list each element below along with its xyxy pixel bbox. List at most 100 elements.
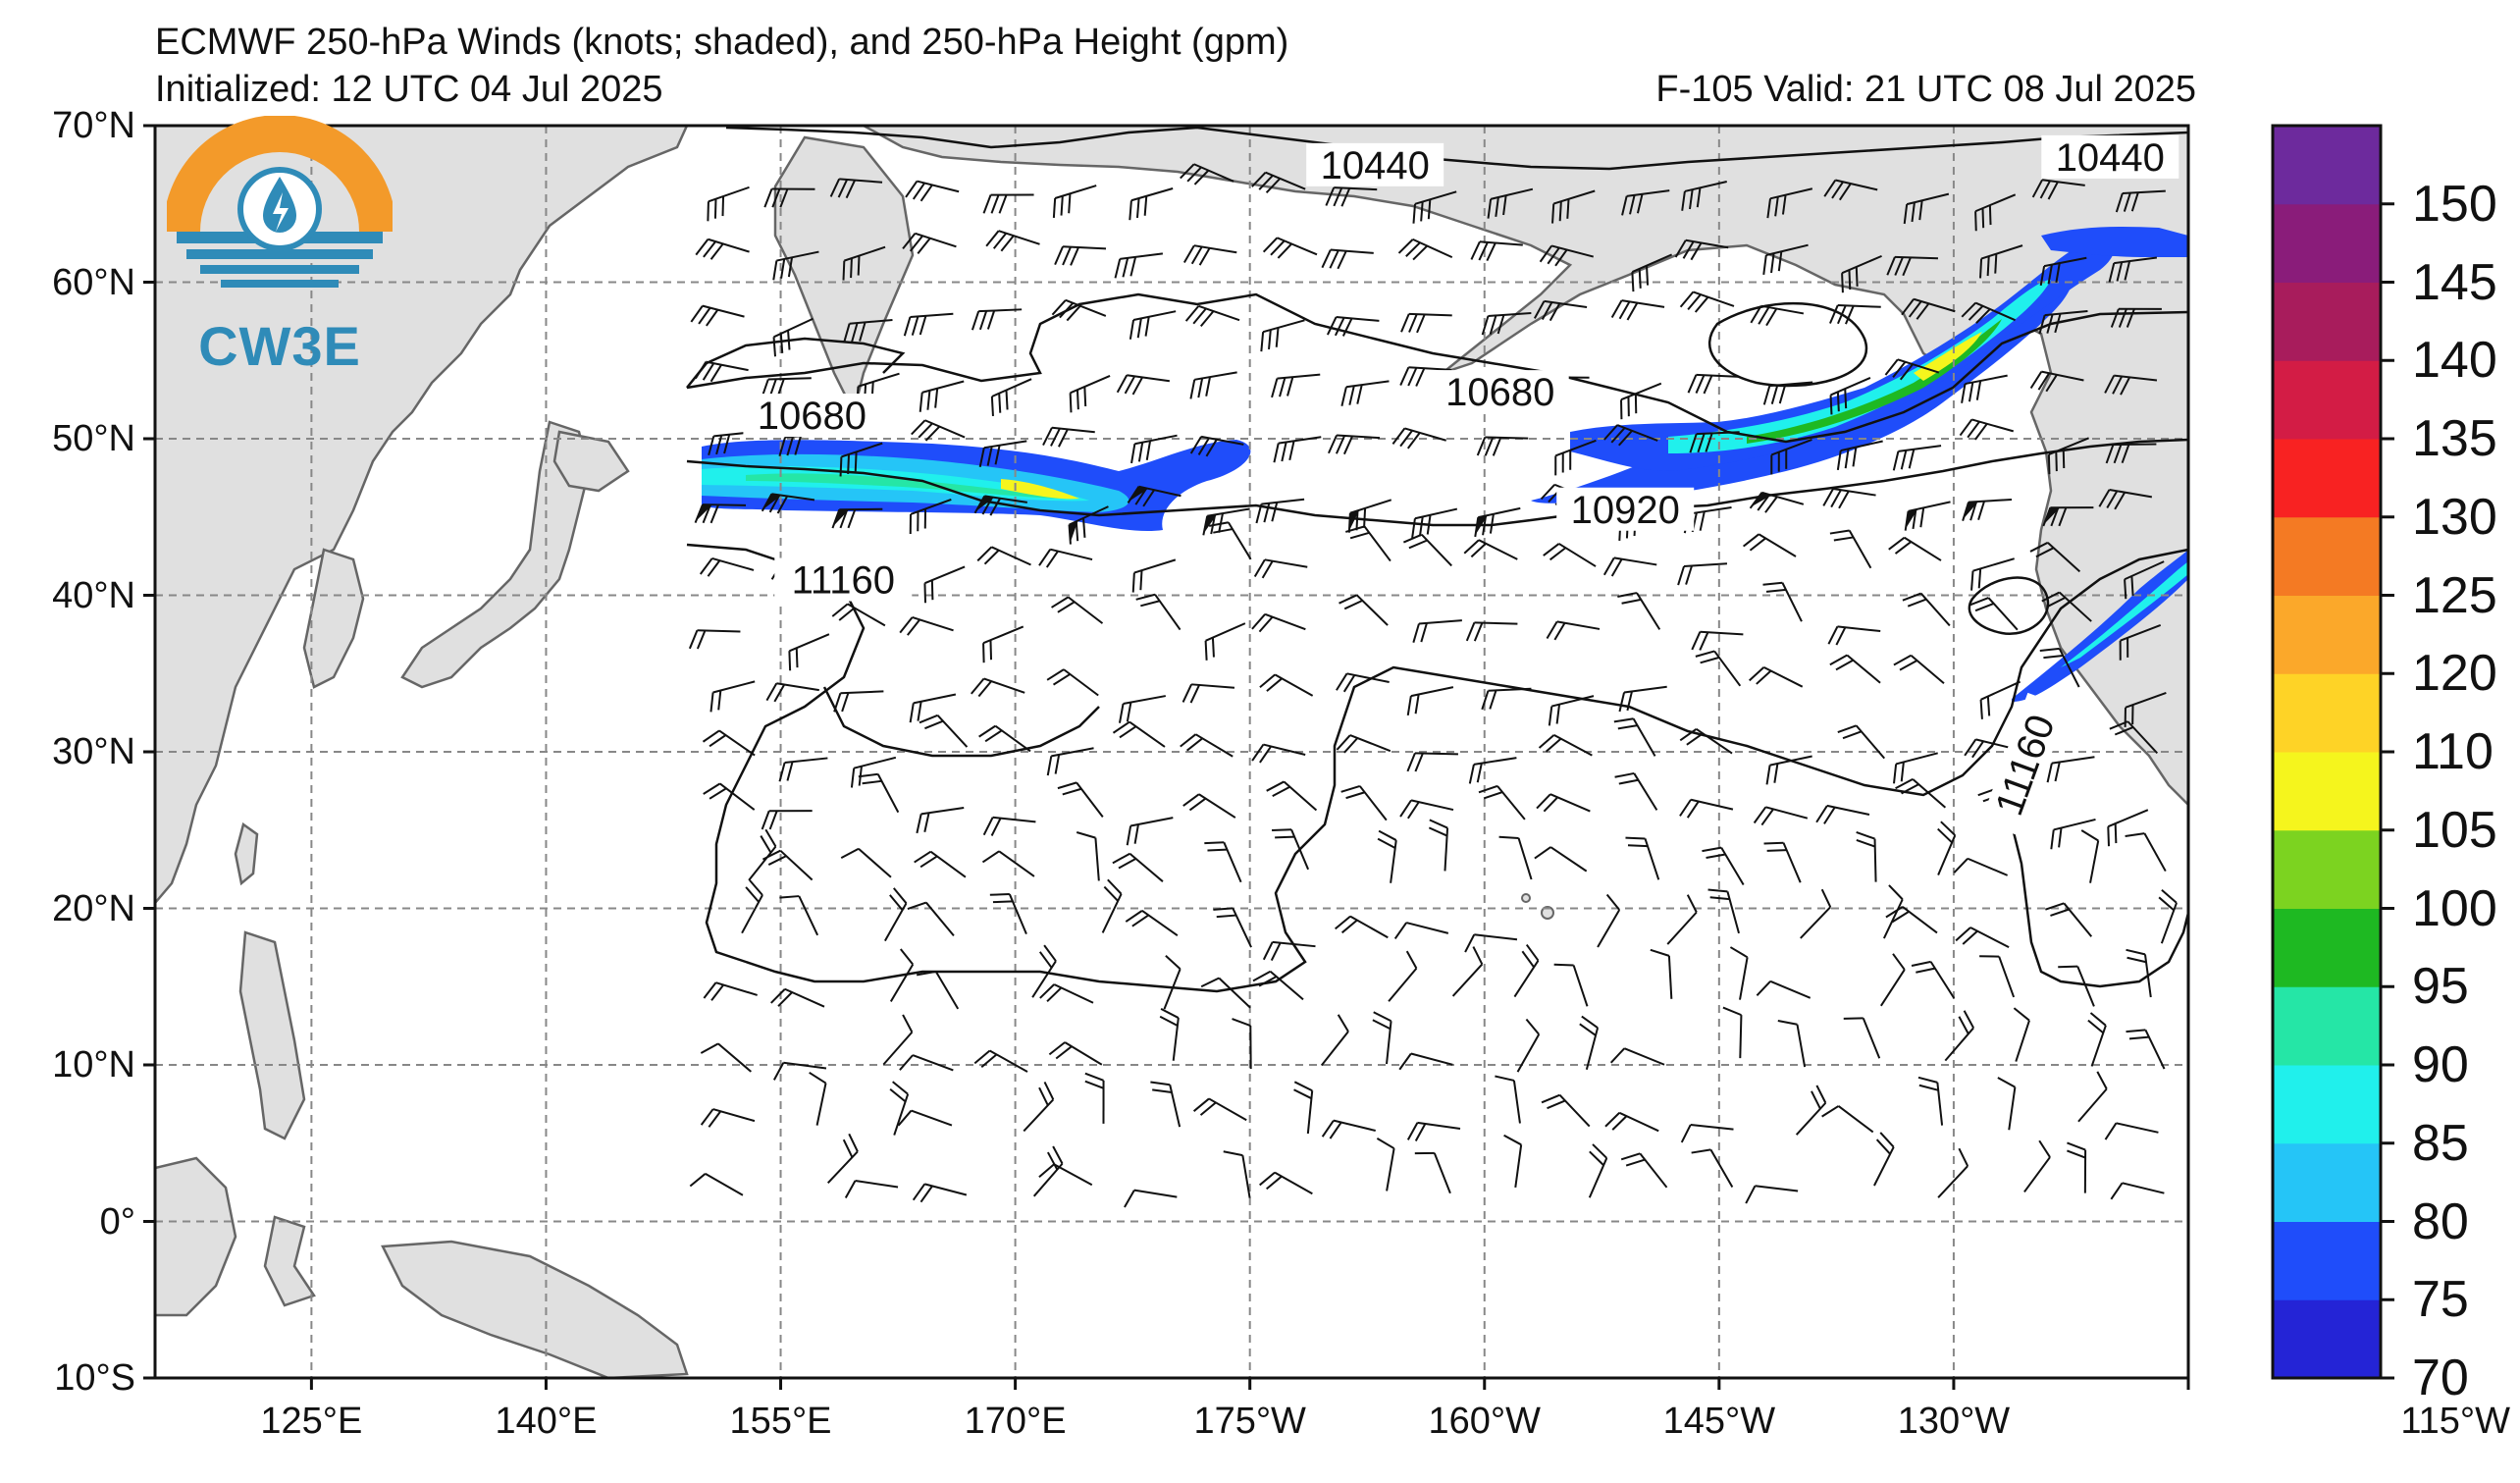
wind-barb [1856,831,1877,882]
wind-barb [1765,755,1812,785]
wind-barb [2038,309,2088,335]
wind-barb [989,893,1027,934]
valid-time-label: F-105 Valid: 21 UTC 08 Jul 2025 [1655,69,2196,110]
wind-barb [1884,358,1940,381]
wind-barb [1388,950,1418,1002]
wind-barb [1618,685,1667,713]
lon-tick-label: 145°W [1662,1401,1776,1442]
init-time-label: Initialized: 12 UTC 04 Jul 2025 [155,69,663,110]
wind-barb [978,724,1031,753]
wind-barb [1397,238,1453,261]
contour-label: 10920 [1571,489,1680,532]
wind-barb [1620,382,1662,420]
wind-barb [699,556,755,577]
wind-barb [1763,841,1802,883]
wind-barb [1181,683,1235,704]
wind-barb [982,193,1034,214]
wind-barb [1200,977,1251,1009]
wind-barb [2105,443,2157,464]
wind-barb [1376,1138,1395,1192]
wind-barb [1750,304,1805,327]
wind-barb [1543,543,1597,567]
wind-barb [1399,799,1454,820]
wind-barb [1076,831,1100,881]
wind-barb [1679,798,1734,819]
wind-barb [809,1071,827,1126]
wind-barb [1335,915,1389,939]
wind-barb [1687,373,1740,395]
wind-barb [1372,1011,1392,1065]
wind-barb [688,629,741,650]
wind-barb [982,816,1036,836]
wind-barb [1266,780,1318,812]
wind-barb [1513,943,1540,998]
colorbar-segment [2273,1299,2381,1379]
colorbar-segment [2273,282,2381,361]
lon-tick-label: 115°W [2400,1401,2510,1442]
wind-barb [1470,240,1523,262]
wind-barb [1548,695,1595,726]
wind-barb [1888,536,1942,561]
wind-barb [909,498,952,534]
wind-barb [1749,665,1804,688]
wind-barb [911,419,966,442]
wind-barb [689,1172,744,1196]
colorbar-segment [2273,673,2381,753]
wind-barb [1588,1143,1608,1198]
wind-barb [899,616,954,636]
japan-landmass [400,420,591,689]
lat-tick-label: 30°N [52,731,135,772]
wind-barb [1180,163,1234,185]
wind-barb [695,360,749,383]
wind-barb [1051,298,1107,322]
wind-barb [839,442,883,477]
wind-barb [1917,1076,1944,1126]
wind-barb [1101,878,1123,933]
colorbar-label: 120 [2412,645,2497,703]
wind-barb [1336,734,1391,754]
wind-barb [2013,1007,2030,1062]
colorbar-label: 75 [2412,1271,2469,1329]
wind-barb [1749,491,1805,513]
wind-barb [981,850,1035,877]
wind-barb [707,185,750,222]
lon-tick-label: 160°W [1428,1401,1541,1442]
wind-barb [1271,373,1321,398]
wind-barb [1112,852,1164,882]
contour-inner [822,686,1100,758]
wind-barb [1829,654,1881,684]
wind-barb [1189,371,1237,399]
colorbar-label: 125 [2412,566,2497,624]
wind-barb [909,693,957,723]
wind-barb [1901,297,1956,320]
wind-barb [1695,650,1742,687]
wind-barb [1465,621,1518,642]
wind-barb [2107,809,2149,847]
wind-barb [912,1183,968,1203]
lat-tick-label: 0° [99,1200,135,1243]
colorbar-segment [2273,1065,2381,1144]
wind-barb [703,981,758,1001]
wind-barb [1979,955,2016,998]
wind-barb [1406,752,1458,772]
wind-barb [982,625,1024,663]
wind-barb [2046,756,2095,783]
jet-east-85 [1668,280,2051,453]
wind-barb [1539,244,1595,267]
wind-barb [1130,434,1178,464]
colorbar-label: 110 [2412,723,2494,780]
wind-barb [1892,445,1942,471]
hawaii-island [1521,893,1531,903]
wind-barb [840,847,892,878]
wind-barb [1554,439,1597,476]
wind-barb [1937,1147,1969,1198]
colorbar-segment [2273,986,2381,1066]
colorbar-segment [2273,829,2381,909]
wind-barb [1336,672,1390,693]
wind-barb [778,757,828,782]
lat-tick-label: 10°S [54,1357,135,1399]
wind-barb [1054,245,1107,266]
wind-barb [1428,819,1449,872]
wind-barb [1251,612,1306,633]
wind-barb [2041,591,2092,622]
